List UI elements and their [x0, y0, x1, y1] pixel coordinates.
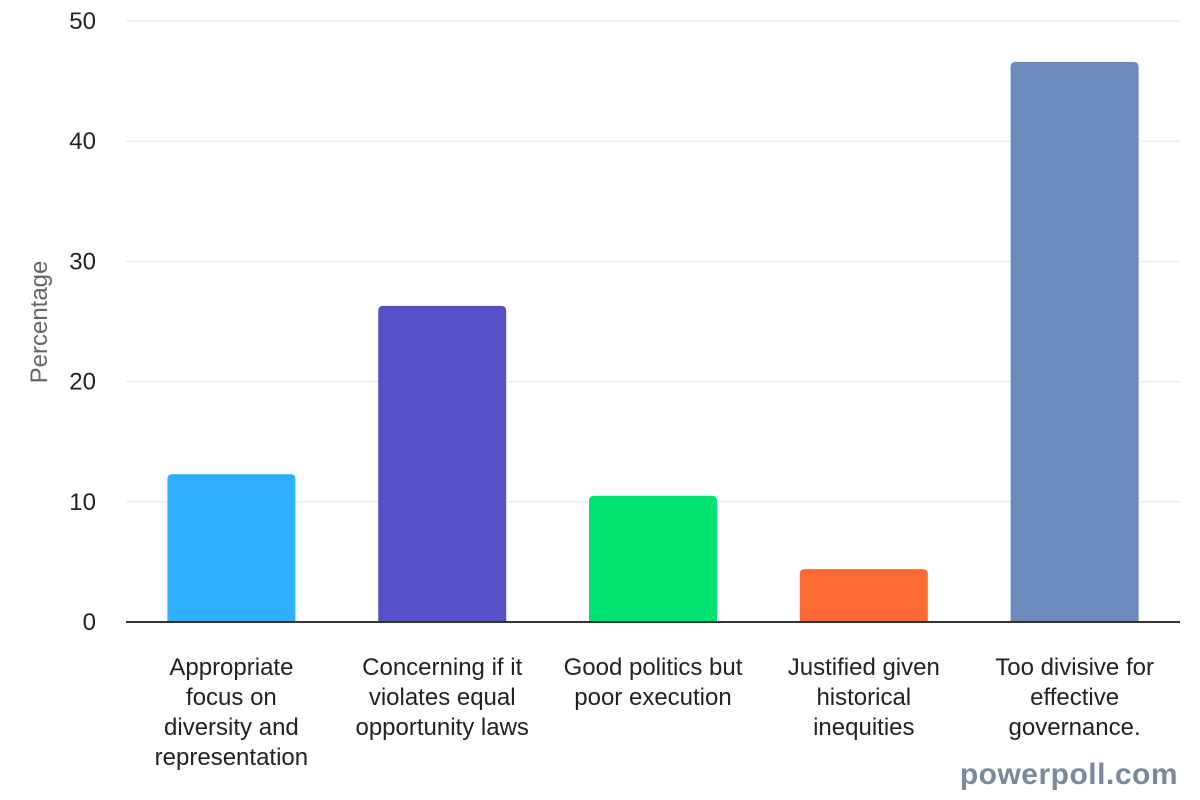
x-category-label-line: governance.: [1009, 714, 1141, 741]
bar: [799, 569, 928, 622]
x-category-label-line: Justified given: [788, 654, 940, 681]
x-category-label-line: inequities: [813, 714, 914, 741]
y-axis-label: Percentage: [26, 261, 53, 384]
x-category-label-line: poor execution: [574, 684, 731, 711]
bar: [589, 495, 717, 622]
x-category-label-line: Too divisive for: [995, 654, 1154, 681]
bar: [167, 474, 296, 622]
y-tick-label: 30: [69, 248, 96, 275]
gridlines: [126, 20, 1180, 503]
bars: [167, 61, 1139, 623]
x-category-label: Good politics but poor execution: [564, 654, 743, 711]
x-category-label: Too divisive for effective governance.: [995, 654, 1154, 741]
y-axis-ticks: 0 10 20 30 40 50: [69, 8, 96, 636]
y-tick-label: 50: [69, 8, 96, 35]
x-category-label-line: Concerning if it: [362, 654, 522, 681]
watermark-text: powerpoll.com: [959, 758, 1178, 791]
bar: [378, 305, 507, 622]
y-tick-label: 10: [69, 489, 96, 516]
y-tick-label: 0: [83, 609, 96, 636]
x-category-label: Concerning if it violates equal opportunit…: [355, 654, 528, 741]
x-category-label-line: focus on: [186, 684, 277, 711]
x-category-label: Justified given historical inequities: [788, 654, 940, 741]
x-category-label: Appropriate focus on diversity and represen…: [155, 654, 308, 771]
x-category-label-line: effective: [1030, 684, 1119, 711]
x-category-label-line: diversity and: [164, 714, 299, 741]
y-tick-label: 20: [69, 369, 96, 396]
bar: [1010, 61, 1139, 623]
x-category-label-line: violates equal: [369, 684, 516, 711]
y-tick-label: 40: [69, 128, 96, 155]
x-category-label-line: representation: [155, 744, 308, 771]
x-category-label-line: Good politics but: [564, 654, 743, 681]
x-category-label-line: Appropriate: [169, 654, 293, 681]
x-category-label-line: historical: [816, 684, 911, 711]
x-axis-categories: Appropriate focus on diversity and represen…: [155, 654, 1154, 771]
x-category-label-line: opportunity laws: [355, 714, 528, 741]
